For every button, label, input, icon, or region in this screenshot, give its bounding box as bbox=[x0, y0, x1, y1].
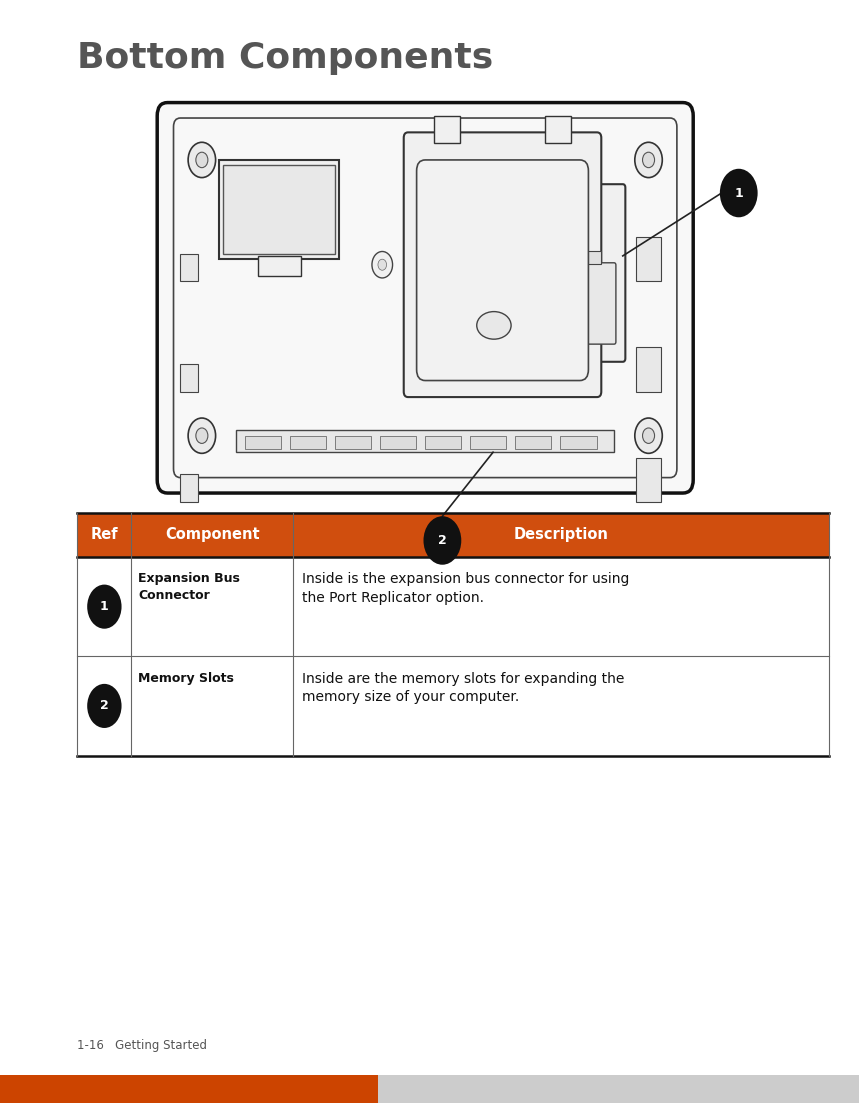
Circle shape bbox=[720, 169, 758, 217]
Text: 1-16   Getting Started: 1-16 Getting Started bbox=[77, 1039, 207, 1052]
Text: Inside is the expansion bus connector for using
the Port Replicator option.: Inside is the expansion bus connector fo… bbox=[302, 572, 629, 604]
Circle shape bbox=[188, 418, 216, 453]
Bar bbox=[561, 436, 597, 449]
Bar bbox=[180, 364, 198, 392]
Bar bbox=[471, 436, 507, 449]
Bar bbox=[236, 430, 614, 452]
Bar bbox=[0, 1075, 378, 1103]
Bar bbox=[180, 474, 198, 502]
Bar bbox=[219, 160, 339, 259]
Text: Ref: Ref bbox=[90, 527, 119, 543]
Text: Description: Description bbox=[514, 527, 608, 543]
Bar bbox=[636, 347, 661, 392]
Bar bbox=[381, 436, 417, 449]
Bar bbox=[77, 557, 829, 656]
FancyBboxPatch shape bbox=[484, 263, 616, 344]
Circle shape bbox=[196, 428, 208, 443]
FancyBboxPatch shape bbox=[157, 103, 693, 493]
Circle shape bbox=[425, 160, 442, 182]
Bar bbox=[335, 436, 371, 449]
Circle shape bbox=[372, 251, 393, 278]
Text: Inside are the memory slots for expanding the
memory size of your computer.: Inside are the memory slots for expandin… bbox=[302, 672, 624, 704]
Bar bbox=[378, 1075, 859, 1103]
Bar bbox=[425, 436, 461, 449]
Text: Expansion Bus
Connector: Expansion Bus Connector bbox=[138, 572, 241, 602]
Circle shape bbox=[643, 152, 655, 168]
Bar bbox=[290, 436, 326, 449]
Circle shape bbox=[88, 585, 122, 629]
Bar bbox=[180, 585, 198, 612]
Text: Bottom Components: Bottom Components bbox=[77, 41, 494, 75]
FancyBboxPatch shape bbox=[417, 160, 588, 381]
Circle shape bbox=[468, 160, 485, 182]
Bar bbox=[434, 116, 460, 143]
Circle shape bbox=[635, 418, 662, 453]
FancyBboxPatch shape bbox=[474, 184, 625, 362]
Text: Memory Slots: Memory Slots bbox=[138, 672, 235, 685]
Bar bbox=[180, 254, 198, 281]
Circle shape bbox=[447, 160, 464, 182]
Bar bbox=[636, 237, 661, 281]
Circle shape bbox=[404, 160, 421, 182]
Bar bbox=[245, 436, 281, 449]
FancyBboxPatch shape bbox=[174, 118, 677, 478]
Bar bbox=[258, 256, 301, 276]
Bar bbox=[77, 513, 829, 557]
FancyBboxPatch shape bbox=[404, 132, 601, 397]
Bar bbox=[545, 116, 571, 143]
Text: 1: 1 bbox=[734, 186, 743, 200]
Circle shape bbox=[635, 142, 662, 178]
Bar bbox=[636, 458, 661, 502]
Circle shape bbox=[643, 428, 655, 443]
Ellipse shape bbox=[477, 312, 511, 340]
Circle shape bbox=[88, 684, 122, 728]
Text: 2: 2 bbox=[100, 699, 109, 713]
Text: 1: 1 bbox=[100, 600, 109, 613]
Bar bbox=[77, 656, 829, 756]
Circle shape bbox=[423, 516, 461, 565]
Bar bbox=[223, 165, 335, 254]
Circle shape bbox=[196, 152, 208, 168]
Text: 2: 2 bbox=[438, 534, 447, 547]
Circle shape bbox=[378, 259, 387, 270]
Bar bbox=[515, 436, 551, 449]
Circle shape bbox=[188, 142, 216, 178]
Text: Component: Component bbox=[165, 527, 259, 543]
Bar bbox=[498, 251, 601, 265]
